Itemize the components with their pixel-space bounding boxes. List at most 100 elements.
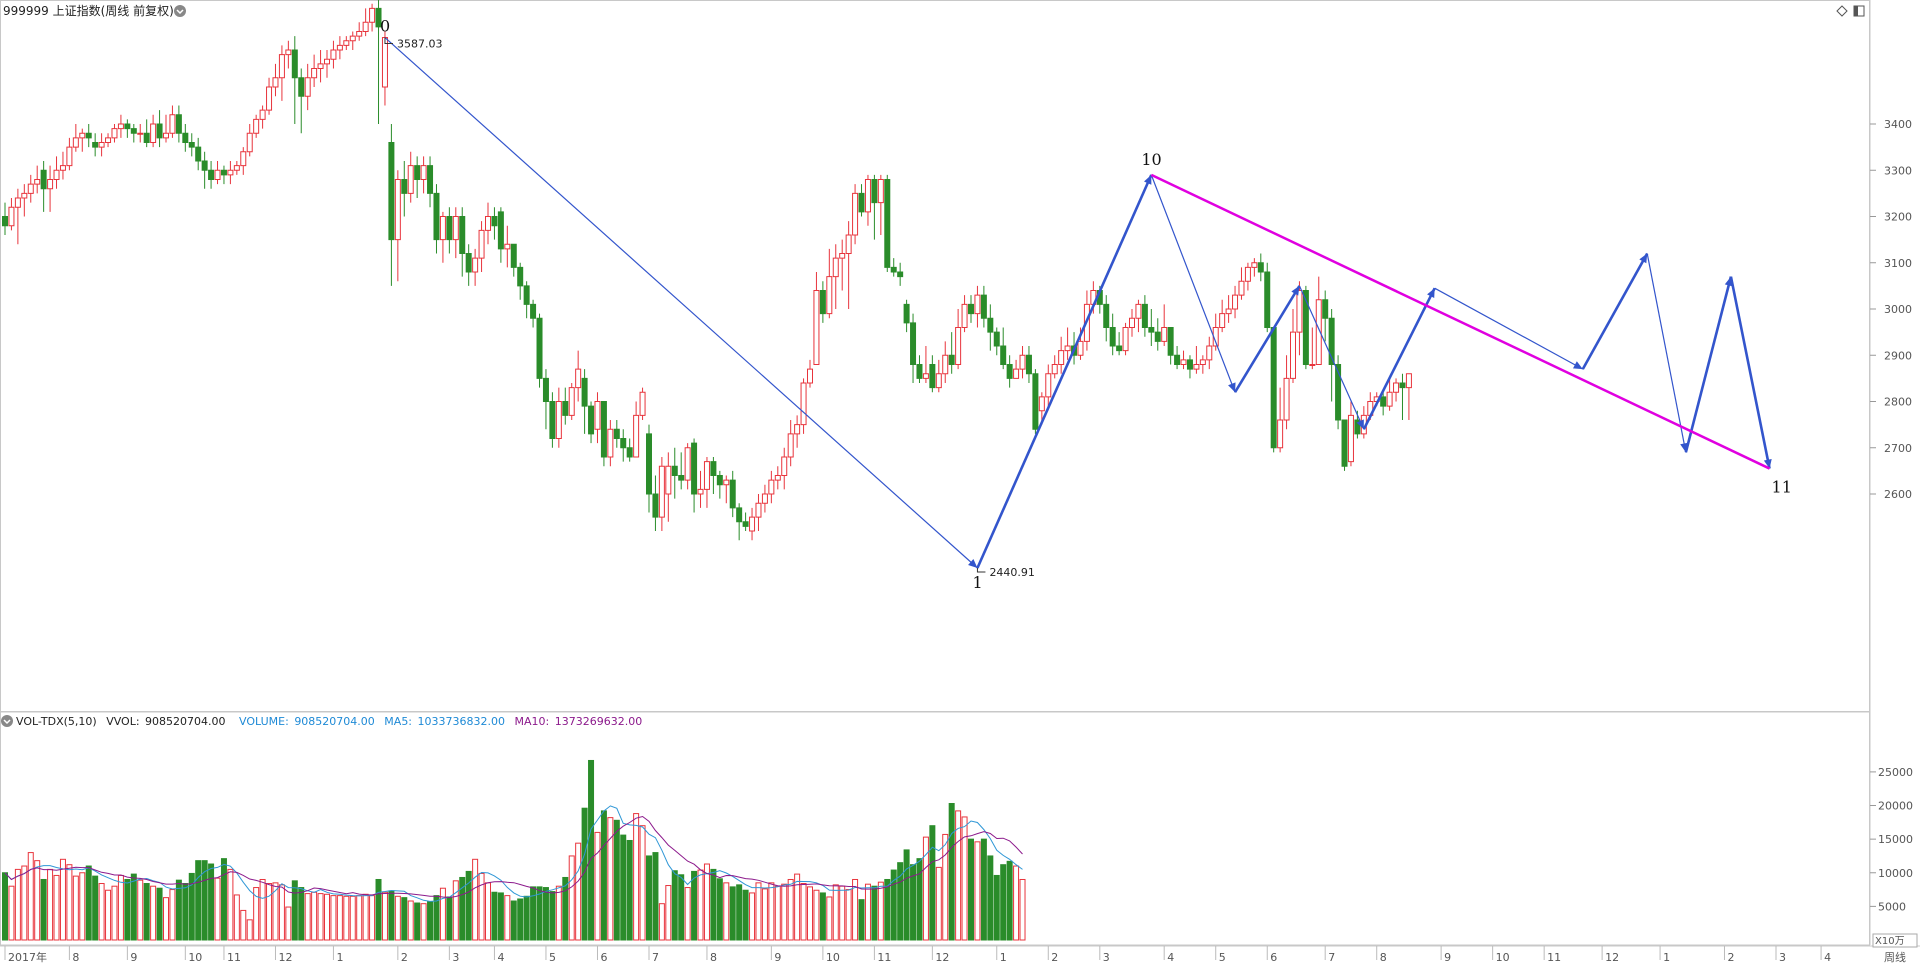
wave-segment-thick bbox=[976, 174, 1153, 569]
period-label: 周线 bbox=[1884, 950, 1906, 964]
candle-body bbox=[1038, 396, 1045, 412]
volume-bar bbox=[922, 836, 929, 941]
candle-body bbox=[1180, 359, 1187, 365]
candle-body bbox=[903, 303, 910, 324]
time-tick-label: 9 bbox=[130, 951, 137, 964]
volume-bar bbox=[993, 874, 1000, 941]
volume-bar bbox=[259, 878, 266, 941]
volume-bar bbox=[877, 881, 884, 941]
candle-body bbox=[188, 142, 195, 148]
volume-bar bbox=[858, 899, 865, 941]
price-tick-label: 2600 bbox=[1884, 488, 1912, 501]
vvol-label: VVOL: bbox=[106, 715, 139, 728]
candle-body bbox=[1122, 327, 1129, 352]
volume-bar bbox=[362, 893, 369, 941]
price-tick-label: 3200 bbox=[1884, 211, 1912, 224]
chevron-down-icon[interactable] bbox=[1, 715, 13, 727]
candle-body bbox=[227, 169, 234, 176]
volume-bar bbox=[401, 897, 408, 941]
volume-bar bbox=[1019, 878, 1026, 941]
candle-body bbox=[401, 179, 408, 194]
candle-body bbox=[298, 77, 305, 97]
diamond-icon[interactable] bbox=[1836, 5, 1848, 17]
wave-label-10: 10 bbox=[1141, 150, 1161, 169]
wave-label-1: 1 bbox=[972, 573, 982, 592]
time-tick-label: 6 bbox=[600, 951, 607, 964]
volume-bar bbox=[188, 872, 195, 941]
volume-bar bbox=[929, 825, 936, 941]
candle-body bbox=[156, 123, 163, 139]
candle-body bbox=[703, 461, 710, 490]
candle-body bbox=[1058, 350, 1065, 365]
volume-bar bbox=[626, 839, 633, 941]
volume-bar bbox=[356, 895, 363, 941]
volume-bar bbox=[581, 807, 588, 941]
candle-body bbox=[723, 479, 730, 486]
candle-body bbox=[375, 7, 382, 28]
candle-body bbox=[890, 266, 897, 273]
candle-body bbox=[504, 243, 511, 250]
volume-bar bbox=[105, 889, 112, 941]
candle-body bbox=[761, 493, 768, 504]
volume-bar bbox=[916, 858, 923, 941]
candle-body bbox=[562, 401, 569, 416]
volume-bar bbox=[652, 852, 659, 941]
volume-bar bbox=[729, 886, 736, 941]
candle-body bbox=[1025, 354, 1032, 375]
candle-body bbox=[272, 77, 279, 88]
candle-body bbox=[356, 31, 363, 37]
candle-body bbox=[1154, 331, 1161, 342]
candle-body bbox=[439, 216, 446, 241]
volume-bar bbox=[658, 903, 665, 941]
wave-segment-thin bbox=[384, 37, 978, 569]
candle-body bbox=[955, 327, 962, 365]
candle-body bbox=[330, 49, 337, 60]
candle-body bbox=[446, 216, 453, 241]
volume-bar bbox=[111, 885, 118, 941]
candle-body bbox=[124, 123, 131, 130]
candle-body bbox=[452, 216, 459, 241]
volume-bar bbox=[381, 891, 388, 941]
candle-body bbox=[59, 165, 66, 171]
candle-body bbox=[794, 424, 801, 435]
wave-segment-thin-head bbox=[1228, 382, 1236, 393]
candle-body bbox=[1116, 345, 1123, 352]
candle-body bbox=[1393, 382, 1400, 393]
candle-body bbox=[98, 142, 105, 148]
candle-body bbox=[935, 373, 942, 389]
volume-bar bbox=[549, 891, 556, 941]
candle-body bbox=[807, 368, 813, 384]
wave-segment-thin bbox=[1434, 287, 1584, 370]
panel-toggle-icon[interactable] bbox=[1853, 5, 1865, 17]
candle-body bbox=[774, 475, 781, 481]
chevron-down-icon[interactable] bbox=[174, 5, 186, 17]
volume-bar bbox=[523, 895, 530, 941]
candle-body bbox=[182, 132, 189, 143]
vvol-value: 908520704.00 bbox=[145, 715, 225, 728]
volume-bar bbox=[446, 896, 453, 941]
candle-body bbox=[105, 137, 112, 143]
volume-bar bbox=[935, 866, 942, 941]
volume-bar bbox=[175, 879, 182, 941]
high-value-label: 3587.03 bbox=[397, 38, 443, 51]
candle-body bbox=[163, 132, 169, 139]
volume-bar bbox=[150, 885, 157, 941]
volume-bar bbox=[755, 882, 762, 941]
candle-body bbox=[72, 137, 79, 148]
candle-body bbox=[220, 169, 227, 176]
candle-body bbox=[369, 7, 376, 23]
candle-body bbox=[266, 86, 273, 111]
candle-body bbox=[1283, 377, 1290, 421]
candle-body bbox=[530, 303, 537, 319]
volume-bar bbox=[143, 883, 150, 941]
time-tick-label: 2 bbox=[401, 951, 408, 964]
candle-body bbox=[607, 428, 614, 458]
volume-bar bbox=[66, 864, 73, 941]
volume-bar bbox=[736, 884, 743, 941]
volume-bar bbox=[27, 852, 34, 941]
candle-body bbox=[278, 54, 285, 79]
time-tick-label: 3 bbox=[1779, 951, 1786, 964]
time-tick-label: 11 bbox=[877, 951, 891, 964]
candle-body bbox=[1206, 345, 1213, 361]
volume-bar bbox=[311, 891, 318, 941]
